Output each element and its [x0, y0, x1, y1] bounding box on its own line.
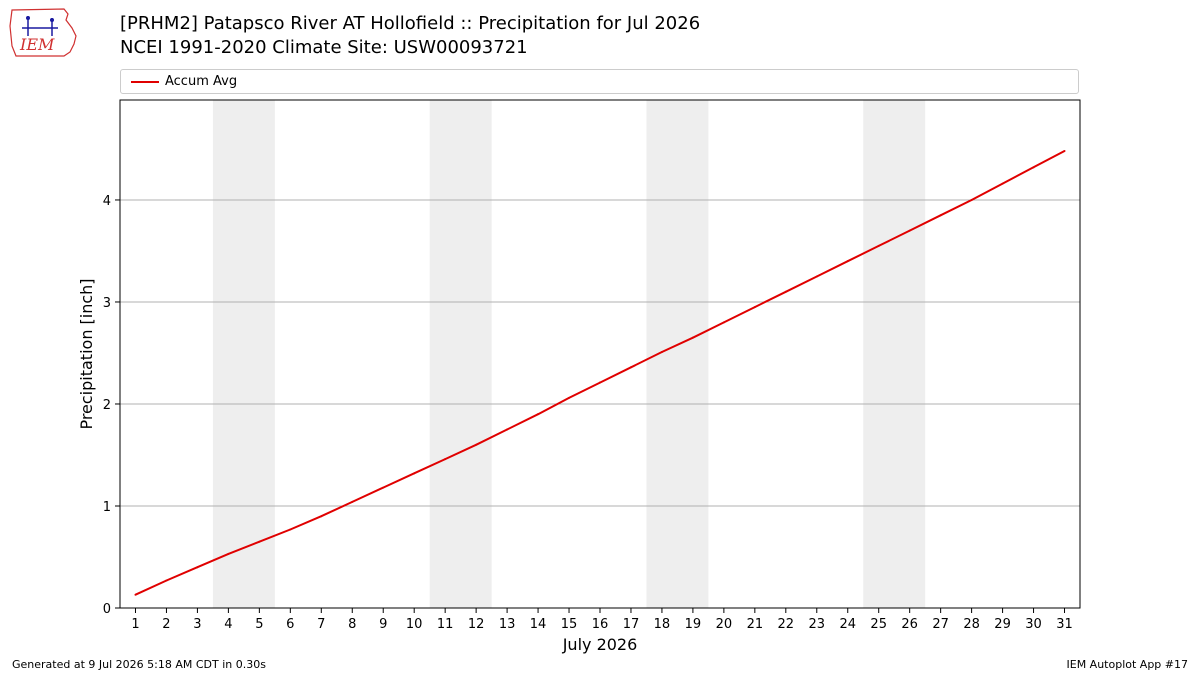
y-axis-label: Precipitation [inch]: [77, 278, 96, 429]
x-tick-label-7: 7: [317, 617, 325, 632]
data-point-day-22: [784, 290, 787, 293]
data-point-day-14: [537, 413, 540, 416]
iem-logo: IEM: [8, 6, 80, 58]
data-point-day-4: [227, 552, 230, 555]
legend-line-swatch: [131, 81, 159, 83]
weekend-band-4: [863, 100, 926, 608]
x-tick-label-30: 30: [1025, 617, 1042, 632]
x-tick-label-28: 28: [963, 617, 980, 632]
data-point-day-3: [196, 566, 199, 569]
weekend-band-1: [212, 100, 275, 608]
data-point-day-9: [382, 486, 385, 489]
x-tick-label-8: 8: [348, 617, 356, 632]
x-axis-label: July 2026: [562, 635, 638, 654]
x-tick-label-19: 19: [685, 617, 702, 632]
data-point-day-16: [599, 381, 601, 384]
x-tick-label-20: 20: [716, 617, 733, 632]
x-tick-label-2: 2: [162, 617, 170, 632]
data-point-day-8: [351, 500, 354, 503]
x-tick-label-23: 23: [809, 617, 826, 632]
data-point-day-31: [1063, 150, 1066, 153]
x-tick-label-1: 1: [131, 617, 139, 632]
y-tick-label-3: 3: [103, 296, 111, 311]
data-point-day-15: [568, 396, 571, 399]
data-point-day-12: [475, 443, 478, 446]
x-tick-label-10: 10: [406, 617, 423, 632]
legend: Accum Avg: [120, 69, 1079, 94]
data-point-day-6: [289, 528, 292, 531]
data-point-day-19: [691, 336, 694, 339]
x-tick-label-5: 5: [255, 617, 263, 632]
data-point-day-30: [1032, 166, 1035, 169]
chart-title: [PRHM2] Patapsco River AT Hollofield :: …: [120, 13, 701, 34]
x-tick-label-3: 3: [193, 617, 201, 632]
data-point-day-23: [815, 275, 818, 278]
data-point-day-25: [877, 244, 880, 247]
chart-subtitle: NCEI 1991-2020 Climate Site: USW00093721: [120, 37, 528, 58]
y-tick-label-4: 4: [103, 194, 111, 209]
data-point-day-27: [939, 214, 942, 217]
data-point-day-24: [846, 260, 849, 263]
x-tick-label-25: 25: [870, 617, 887, 632]
y-tick-label-1: 1: [103, 500, 111, 515]
data-point-day-29: [1001, 182, 1004, 185]
x-tick-label-4: 4: [224, 617, 232, 632]
data-point-day-10: [413, 472, 416, 475]
x-tick-label-16: 16: [592, 617, 609, 632]
plot-frame: [119, 99, 1081, 609]
data-point-day-2: [165, 579, 168, 582]
data-point-day-21: [753, 306, 756, 309]
x-tick-label-15: 15: [561, 617, 578, 632]
data-point-day-26: [908, 229, 911, 232]
data-point-day-20: [722, 321, 725, 324]
x-tick-label-6: 6: [286, 617, 294, 632]
x-tick-label-11: 11: [437, 617, 454, 632]
x-tick-label-26: 26: [901, 617, 918, 632]
legend-label: Accum Avg: [165, 74, 238, 89]
x-tick-label-13: 13: [499, 617, 516, 632]
footer-app: IEM Autoplot App #17: [1066, 658, 1189, 671]
y-tick-label-2: 2: [103, 398, 111, 413]
data-point-day-28: [970, 198, 973, 201]
x-tick-label-29: 29: [994, 617, 1011, 632]
x-tick-label-31: 31: [1056, 617, 1073, 632]
data-point-day-13: [506, 428, 509, 431]
x-tick-label-12: 12: [468, 617, 485, 632]
data-point-day-5: [258, 540, 261, 543]
x-tick-label-9: 9: [379, 617, 387, 632]
data-point-day-11: [444, 458, 447, 461]
logo-text: IEM: [19, 35, 55, 54]
x-tick-label-14: 14: [530, 617, 547, 632]
x-tick-label-17: 17: [623, 617, 640, 632]
y-tick-label-0: 0: [103, 602, 111, 617]
x-tick-label-22: 22: [778, 617, 795, 632]
x-tick-label-21: 21: [747, 617, 764, 632]
footer-generated: Generated at 9 Jul 2026 5:18 AM CDT in 0…: [12, 658, 266, 671]
data-point-day-18: [660, 350, 663, 353]
x-tick-label-18: 18: [654, 617, 671, 632]
data-point-day-1: [134, 593, 137, 596]
x-tick-label-27: 27: [932, 617, 949, 632]
x-tick-label-24: 24: [839, 617, 856, 632]
data-point-day-17: [629, 366, 632, 369]
weekend-band-2: [429, 100, 492, 608]
data-point-day-7: [320, 515, 323, 518]
